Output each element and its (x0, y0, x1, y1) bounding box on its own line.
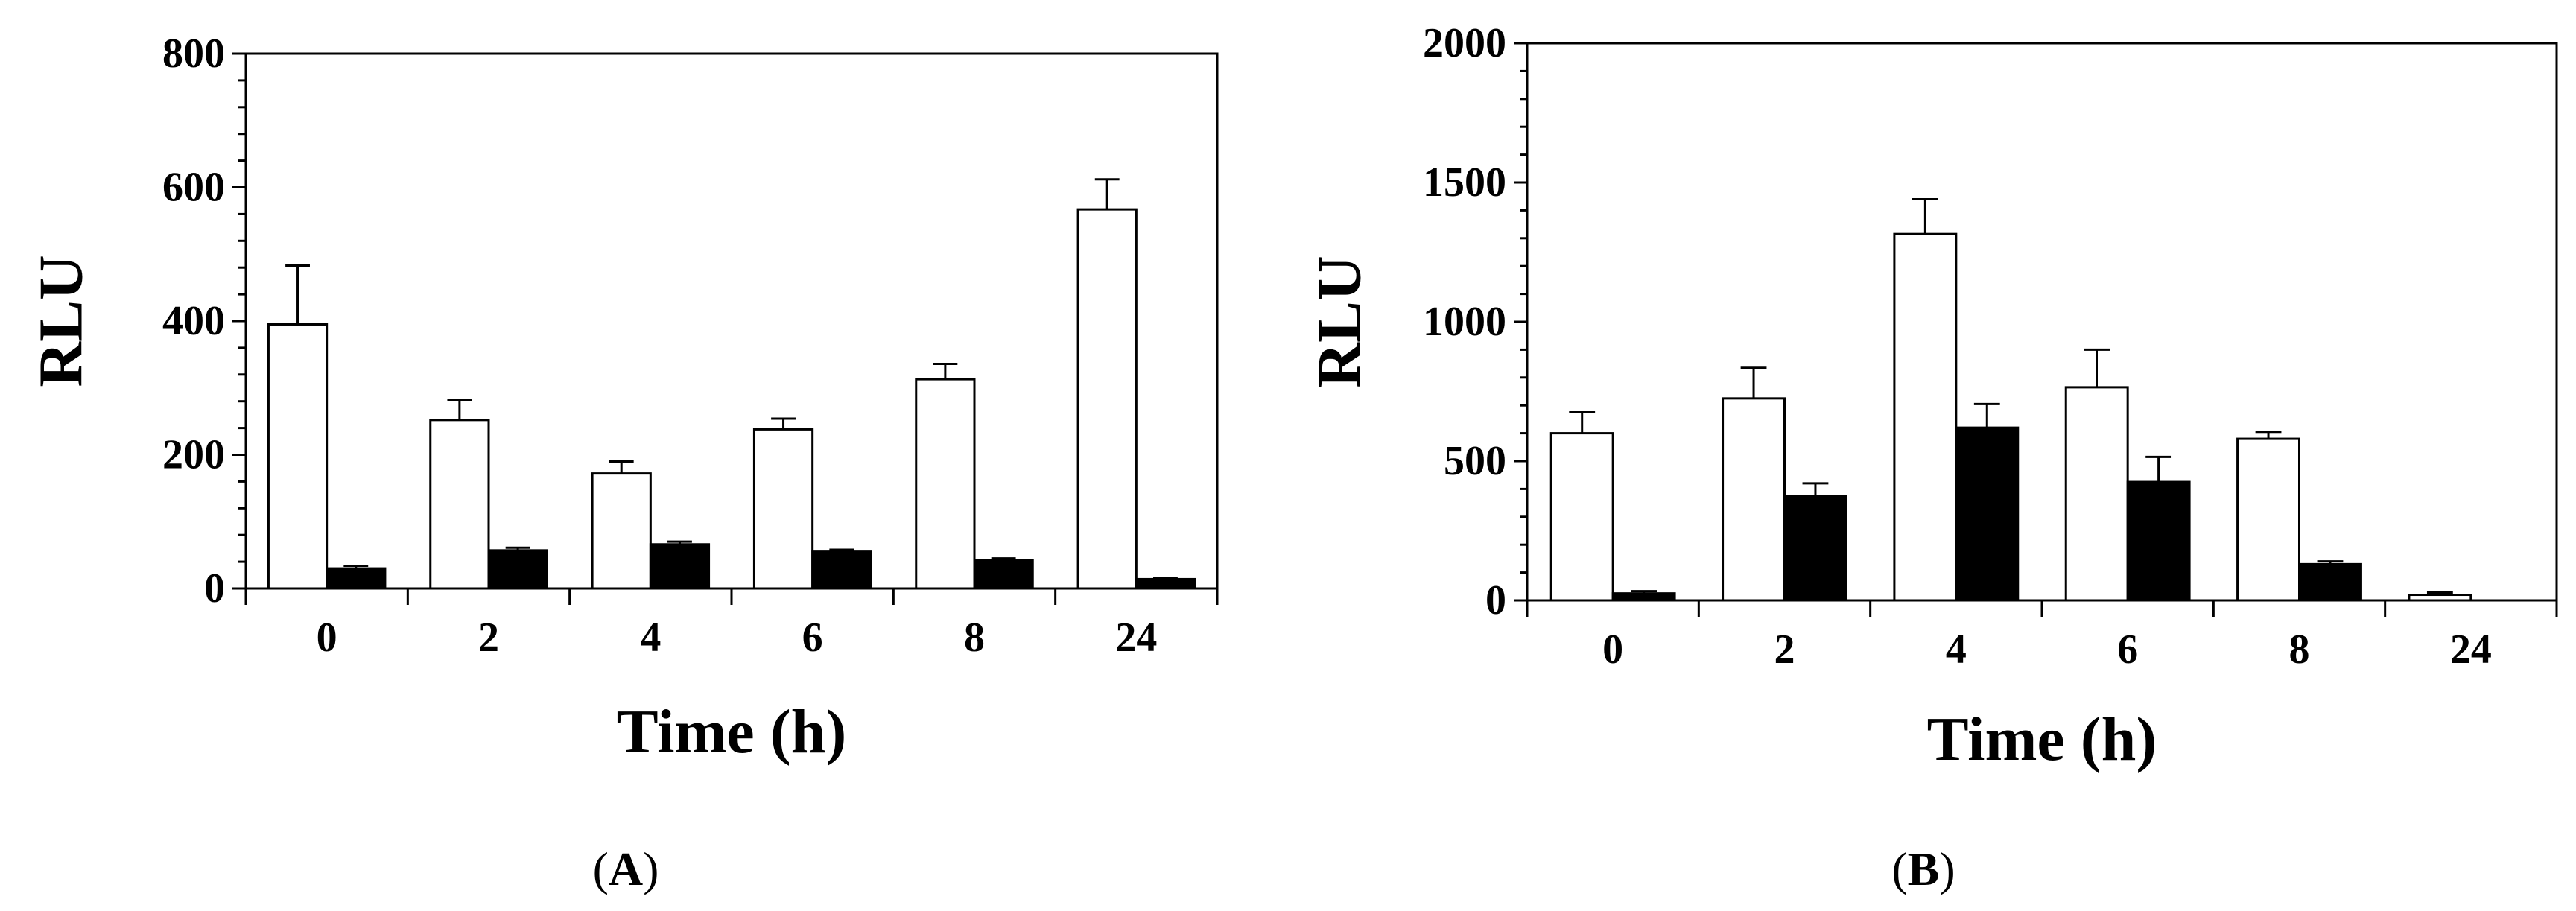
bar-series-2-2 (487, 549, 548, 590)
panel-label: (B) (1891, 842, 1955, 895)
y-tick-label: 1500 (1423, 159, 1506, 206)
x-tick-label: 6 (2117, 626, 2138, 673)
plot-frame (244, 52, 1219, 590)
x-tick-label: 0 (317, 615, 337, 661)
bar-series-1-2 (1722, 397, 1786, 602)
bar-series-1-6 (2064, 386, 2129, 602)
x-tick-label: 0 (1602, 626, 1623, 673)
bar-series-1-4 (1893, 232, 1958, 602)
bar-series-2-2 (1783, 495, 1847, 602)
x-tick-label: 24 (2450, 626, 2492, 673)
bar-series-2-4 (1955, 426, 2020, 602)
x-axis-title: Time (h) (617, 697, 847, 766)
y-tick-label: 0 (204, 565, 225, 612)
y-tick-label: 200 (162, 432, 225, 478)
y-tick-label: 1000 (1423, 299, 1506, 345)
x-tick-label: 24 (1115, 615, 1157, 661)
y-axis-title: RLU (1305, 255, 1374, 387)
bar-series-1-6 (752, 428, 814, 590)
plot-frame (1526, 42, 2558, 602)
x-tick-label: 2 (478, 615, 499, 661)
y-tick-label: 0 (1485, 577, 1506, 623)
x-tick-label: 8 (964, 615, 985, 661)
y-tick-label: 500 (1444, 438, 1506, 484)
x-tick-label: 8 (2289, 626, 2310, 673)
bar-series-2-6 (2126, 480, 2191, 602)
y-tick-label: 800 (162, 31, 225, 77)
bar-series-1-24 (1076, 208, 1138, 590)
x-tick-label: 4 (640, 615, 661, 661)
bar-series-1-2 (429, 419, 490, 590)
bar-series-2-8 (2298, 562, 2362, 602)
bar-series-2-4 (649, 543, 711, 590)
y-tick-label: 400 (162, 298, 225, 344)
bar-series-1-8 (915, 378, 976, 590)
bar-series-2-8 (973, 559, 1034, 590)
bar-series-2-24 (1135, 577, 1196, 590)
x-tick-label: 4 (1946, 626, 1967, 673)
y-tick-label: 2000 (1423, 20, 1506, 66)
y-tick-label: 600 (162, 165, 225, 211)
bar-series-1-4 (591, 472, 652, 590)
x-tick-label: 6 (802, 615, 823, 661)
x-axis-title: Time (h) (1927, 705, 2157, 774)
y-axis-title: RLU (27, 255, 96, 387)
bar-series-2-0 (1611, 592, 1676, 602)
bar-series-1-24 (2408, 594, 2472, 602)
bar-series-1-8 (2236, 437, 2301, 602)
bar-series-2-0 (326, 567, 387, 590)
bar-series-1-0 (267, 323, 329, 590)
panel-label: (A) (593, 842, 659, 895)
bar-series-2-6 (811, 550, 872, 590)
bar-series-1-0 (1549, 432, 1614, 602)
x-tick-label: 2 (1774, 626, 1795, 673)
